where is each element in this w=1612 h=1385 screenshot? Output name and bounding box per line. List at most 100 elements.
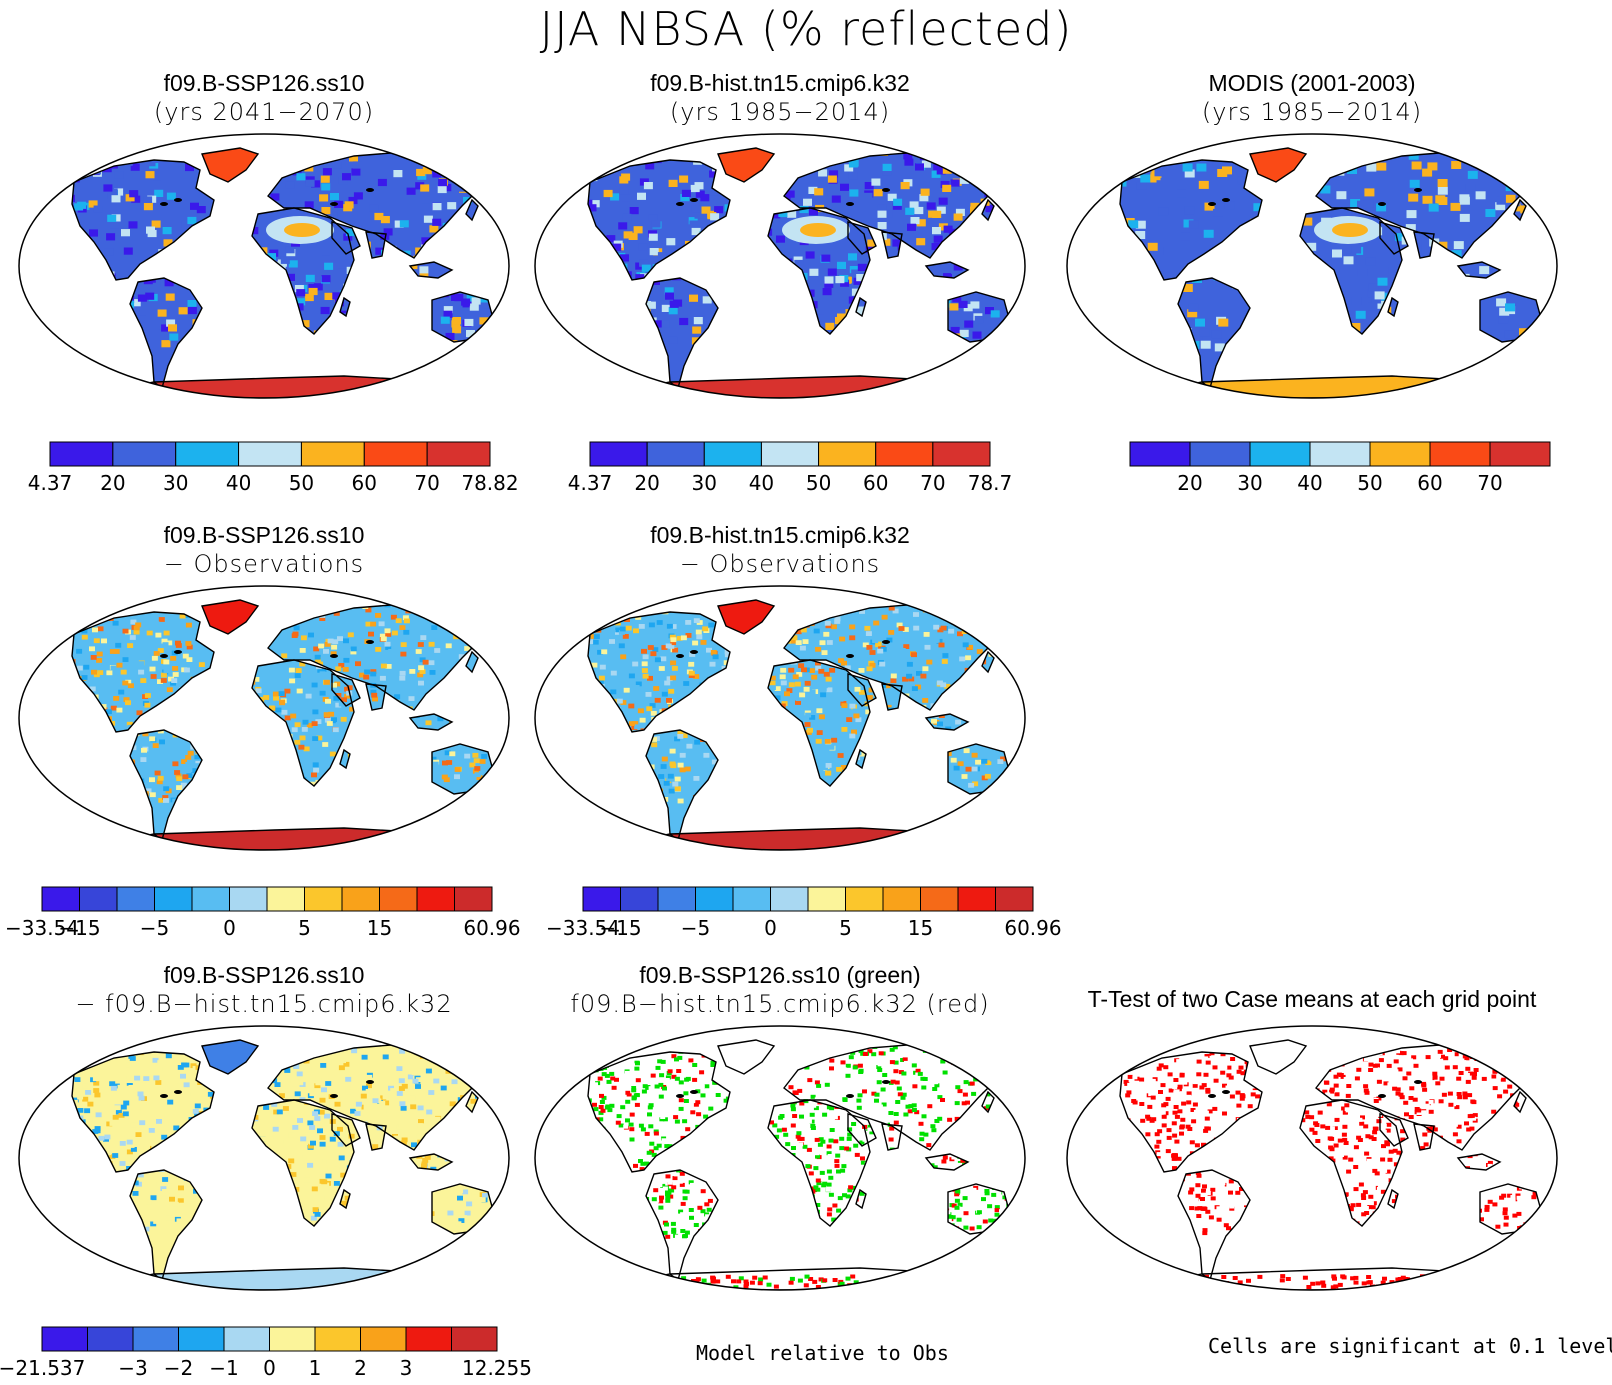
field-cell [437,1066,444,1072]
field-cell [469,1118,475,1123]
field-cell [87,1101,94,1107]
field-cell [284,1060,291,1065]
field-cell [618,1163,624,1167]
field-cell [710,213,720,221]
field-cell [588,768,590,773]
field-cell [272,691,279,697]
field-cell [668,688,675,694]
field-cell [742,1188,748,1193]
field-cell [469,762,476,768]
field-cell [703,752,710,758]
field-cell [637,785,644,791]
field-cell [445,236,455,244]
colorbar-tick-label: 0 [764,916,777,940]
field-cell [411,1142,417,1148]
field-cell [598,1110,604,1115]
field-cell [214,772,221,778]
field-cell [1253,230,1264,239]
field-cell [956,687,963,693]
field-cell [100,774,107,780]
field-cell [204,1076,211,1081]
field-cell [1017,704,1023,709]
lake [846,202,854,206]
field-cell [660,764,667,769]
field-cell [93,796,100,802]
field-cell [407,1141,414,1147]
field-cell [489,797,494,802]
field-cell [739,1096,745,1101]
field-cell [350,1210,357,1216]
field-cell [732,220,741,228]
field-cell [1357,200,1367,209]
field-cell [281,766,288,772]
field-cell [399,757,406,763]
field-cell [400,1105,407,1111]
field-cell [825,676,832,682]
field-cell [112,1199,119,1204]
field-cell [331,644,338,650]
field-cell [1295,321,1306,330]
field-cell [744,1177,750,1182]
field-cell [822,765,829,771]
field-cell [72,670,75,676]
field-cell [638,243,648,251]
field-cell [183,671,190,677]
field-cell [694,691,701,697]
field-cell [800,1180,806,1185]
field-cell [90,655,97,660]
colorbar-swatch [818,441,877,467]
field-cell [830,1046,835,1051]
field-cell [313,283,323,291]
field-cell [80,1172,87,1178]
field-cell [84,316,94,324]
field-cell [1158,207,1169,216]
field-cell [239,626,246,631]
field-cell [975,797,982,803]
field-cell [979,259,989,267]
field-cell [670,624,677,629]
field-cell [939,1224,945,1229]
field-cell [479,704,486,709]
field-cell [385,1214,392,1219]
field-cell [308,1143,314,1149]
field-cell [94,1128,101,1134]
field-cell [232,1075,239,1081]
field-cell [312,1111,319,1116]
field-cell [104,1134,111,1140]
field-cell [902,720,908,726]
land-greenland [201,1039,260,1075]
field-cell [444,254,454,262]
field-cell [921,1221,926,1226]
field-cell [386,1151,393,1157]
field-cell [629,1127,635,1132]
field-cell [1507,160,1518,169]
field-cell [661,645,668,650]
field-cell [851,729,857,735]
field-cell [417,172,427,180]
field-cell [477,627,484,633]
field-cell [72,1171,74,1177]
field-cell [161,340,171,348]
field-cell [343,657,350,663]
field-cell [313,330,323,338]
field-cell [871,1052,877,1057]
field-cell [1006,1051,1010,1056]
field-cell [490,286,494,294]
field-cell [919,1226,925,1231]
field-cell [677,721,684,727]
field-cell [72,704,74,710]
field-cell [222,1169,229,1175]
field-cell [982,247,992,255]
field-cell [327,638,334,644]
field-cell [634,787,641,793]
field-cell [1365,257,1376,266]
field-cell [612,346,622,354]
field-cell [502,256,511,263]
field-cell [409,1095,416,1101]
field-cell [1495,202,1506,211]
field-cell [813,342,823,351]
field-cell [840,765,847,770]
field-cell [163,798,169,803]
field-cell [372,772,379,777]
field-cell [868,715,875,721]
